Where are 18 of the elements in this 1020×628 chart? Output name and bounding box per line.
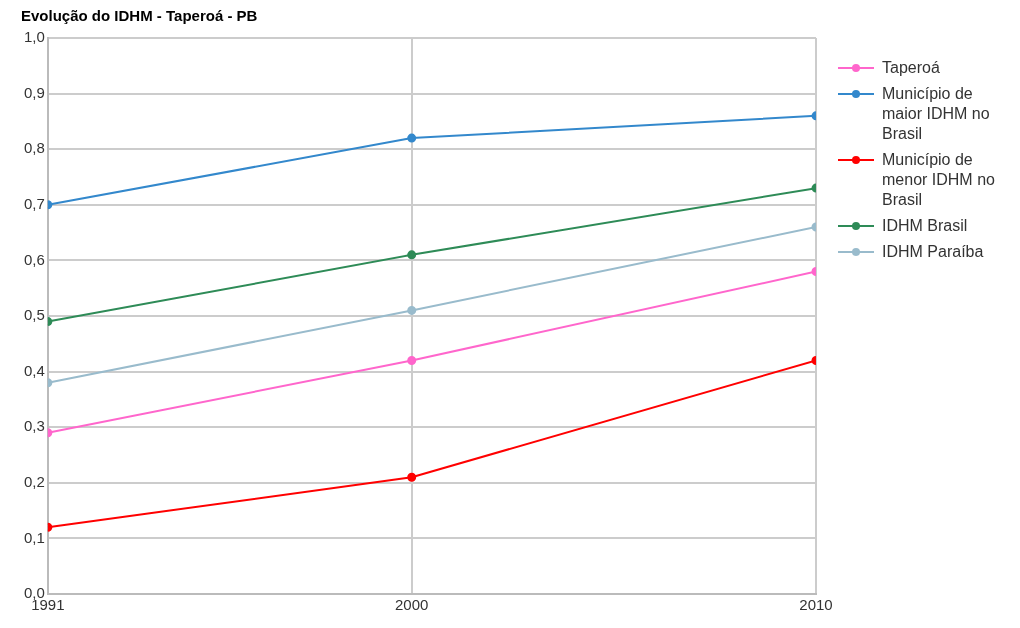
y-tick-label: 0,7 [23, 194, 45, 212]
y-tick-label: 0,5 [23, 306, 45, 324]
y-tick-label: 0,6 [23, 250, 45, 268]
y-tick-label: 0,4 [23, 361, 45, 379]
x-tick-label: 2010 [799, 596, 833, 614]
y-tick-label: 0,1 [23, 528, 45, 546]
legend-label: Taperoá [882, 58, 940, 78]
y-tick-label: 0,9 [23, 83, 45, 101]
y-tick-label: 1,0 [23, 28, 45, 46]
chart-title: Evolução do IDHM - Taperoá - PB [21, 7, 258, 25]
y-tick-label: 0,2 [23, 472, 45, 490]
legend-label: Município de menor IDHM no Brasil [882, 150, 996, 210]
y-tick-label: 0,3 [23, 417, 45, 435]
y-tick-label: 0,8 [23, 139, 45, 157]
legend-label: IDHM Brasil [882, 216, 968, 236]
legend-label: IDHM Paraíba [882, 242, 984, 262]
x-tick-label: 2000 [395, 596, 429, 614]
legend-label: Município de maior IDHM no Brasil [882, 84, 991, 144]
